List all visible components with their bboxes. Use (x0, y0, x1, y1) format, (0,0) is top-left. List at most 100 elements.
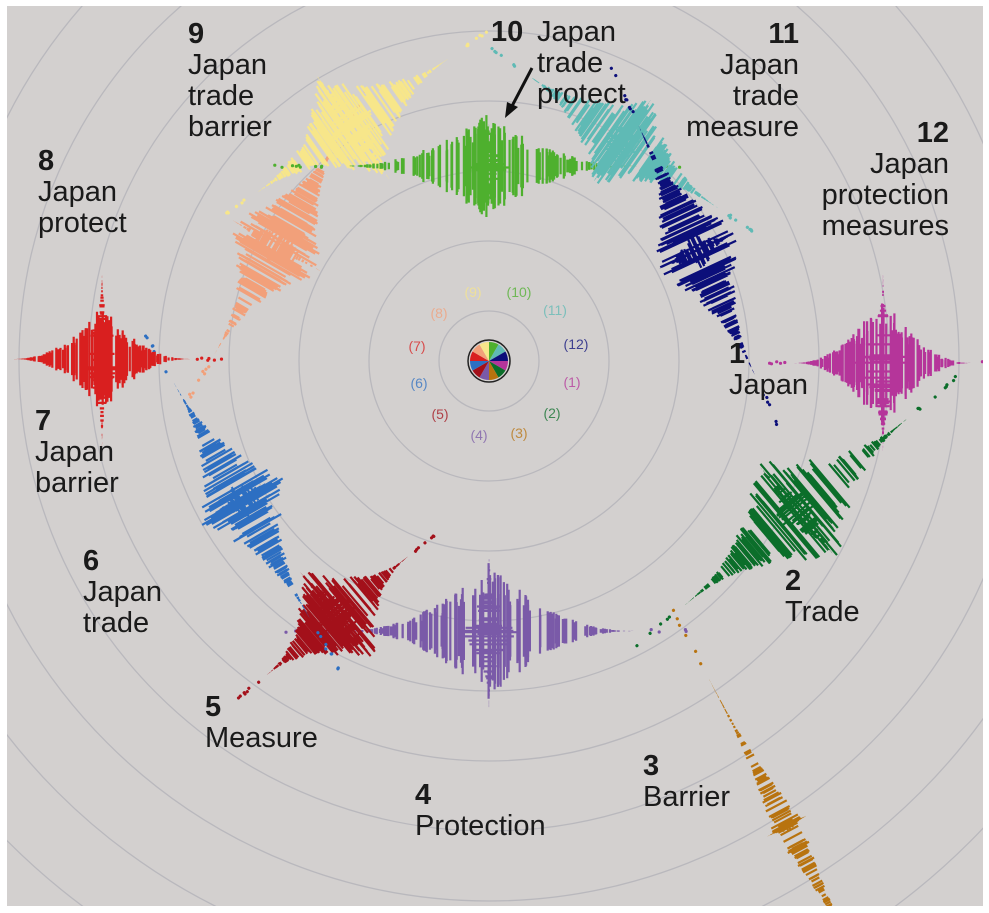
cluster-7-outlier (219, 357, 224, 361)
label-cluster-12: 12 Japan protection measures (821, 117, 949, 242)
cluster-1-outlier (767, 361, 772, 365)
cluster-4-outlier (284, 630, 288, 634)
cluster-12-points (638, 125, 755, 375)
cluster-10-outlier (280, 165, 284, 169)
label-cluster-1: 1 Japan (729, 338, 809, 401)
label-cluster-7: 7 Japan barrier (35, 405, 119, 499)
cluster-1 (767, 275, 983, 451)
cluster-12-outlier (765, 395, 769, 400)
cluster-3-outlier (684, 633, 688, 638)
ring-1 (438, 310, 540, 412)
cluster-7-outlier (212, 358, 216, 362)
cluster-1-outlier (775, 360, 779, 364)
cluster-10-outlier (314, 164, 318, 169)
label-cluster-5: 5 Measure (205, 691, 318, 754)
cluster-5-outlier (245, 690, 249, 694)
center-pie-slice (470, 361, 489, 371)
cluster-5-points (266, 556, 408, 675)
cluster-12 (609, 66, 779, 427)
inner-label-5: (5) (431, 406, 448, 422)
cluster-5-outlier (236, 696, 241, 700)
cluster-5 (236, 534, 436, 700)
cluster-11-outlier (749, 228, 753, 232)
cluster-12-outlier (774, 419, 778, 424)
cluster-9-outlier (234, 204, 239, 208)
cluster-3-outlier (671, 608, 676, 612)
cluster-5-outlier (423, 541, 427, 545)
cluster-12-outlier (614, 73, 618, 78)
cluster-2-outlier (945, 383, 949, 387)
cluster-2-outlier (933, 395, 937, 399)
cluster-6-outlier (329, 652, 333, 656)
cluster-4-outlier (649, 628, 653, 632)
cluster-7-outlier (200, 356, 204, 360)
arrow-pointer-icon (509, 67, 534, 109)
inner-label-10: (10) (507, 284, 532, 300)
cluster-8-outlier (202, 372, 207, 376)
label-cluster-9: 9 Japan trade barrier (188, 18, 272, 143)
cluster-2-outlier (667, 615, 671, 619)
cluster-3 (671, 608, 864, 906)
cluster-12-outlier (631, 110, 635, 114)
inner-label-12: (12) (564, 336, 589, 352)
cluster-2 (635, 374, 957, 648)
cluster-3-outlier (699, 662, 703, 666)
cluster-5-outlier (413, 549, 418, 553)
cluster-6-outlier (150, 344, 154, 348)
cluster-10-outlier (320, 164, 324, 168)
label-cluster-11: 11 Japan trade measure (686, 18, 799, 143)
cluster-9-outlier (474, 36, 478, 40)
cluster-2-outlier (951, 378, 956, 383)
label-cluster-10-name: Japan trade protect (537, 16, 626, 110)
cluster-1-points (794, 275, 971, 451)
cluster-5-outlier (247, 686, 251, 690)
cluster-12-outlier (623, 94, 627, 98)
cluster-6-outlier (319, 634, 323, 639)
inner-label-4: (4) (470, 427, 487, 443)
inner-label-7: (7) (408, 338, 425, 354)
cluster-12-outlier (609, 66, 613, 70)
cluster-6 (144, 334, 340, 671)
cluster-9-outlier (465, 44, 469, 48)
cluster-1-outlier (778, 361, 783, 365)
cluster-4-points (342, 559, 634, 708)
cluster-2-outlier (918, 407, 922, 411)
cluster-2-outlier (665, 617, 669, 621)
cluster-11-outlier (494, 51, 498, 55)
cluster-2-points (685, 419, 907, 605)
cluster-9-outlier (240, 201, 244, 205)
center-pie-slice (489, 361, 508, 371)
inner-label-8: (8) (430, 305, 447, 321)
cluster-6-outlier (336, 666, 340, 670)
cluster-6-outlier (164, 370, 168, 374)
cluster-3-outlier (677, 623, 682, 627)
cluster-10-outlier (678, 165, 682, 169)
cluster-7-outlier (195, 357, 199, 361)
center-pie-slice (472, 344, 489, 361)
center-pie-slice (489, 361, 499, 380)
cluster-9-outlier (242, 198, 246, 202)
diagram-canvas: (1) (2) (3) (4) (5) (6) (7) (8) (9) (10) (11) (12) … (7, 6, 983, 906)
label-cluster-2: 2 Trade (785, 565, 860, 628)
cluster-2-outlier (659, 622, 663, 626)
cluster-3-points (709, 679, 864, 906)
cluster-8-outlier (191, 391, 195, 395)
cluster-11-outlier (512, 64, 517, 68)
cluster-1-outlier (783, 360, 787, 365)
inner-label-3: (3) (510, 425, 527, 441)
cluster-8-outlier (204, 367, 208, 371)
center-pie-slice (489, 361, 506, 378)
cluster-2-outlier (943, 386, 947, 390)
cluster-8-outlier (189, 395, 193, 399)
cluster-5-outlier (257, 680, 261, 684)
cluster-12-outlier (774, 422, 779, 427)
arrow-head-icon (505, 102, 518, 118)
cluster-10-points (349, 115, 637, 217)
center-pie-slice (479, 361, 489, 380)
label-cluster-6: 6 Japan trade (83, 545, 163, 639)
cluster-6-points (173, 382, 310, 619)
cluster-11-outlier (728, 216, 732, 220)
ring-8 (7, 6, 983, 902)
inner-label-1: (1) (563, 374, 580, 390)
inner-label-9: (9) (464, 284, 481, 300)
